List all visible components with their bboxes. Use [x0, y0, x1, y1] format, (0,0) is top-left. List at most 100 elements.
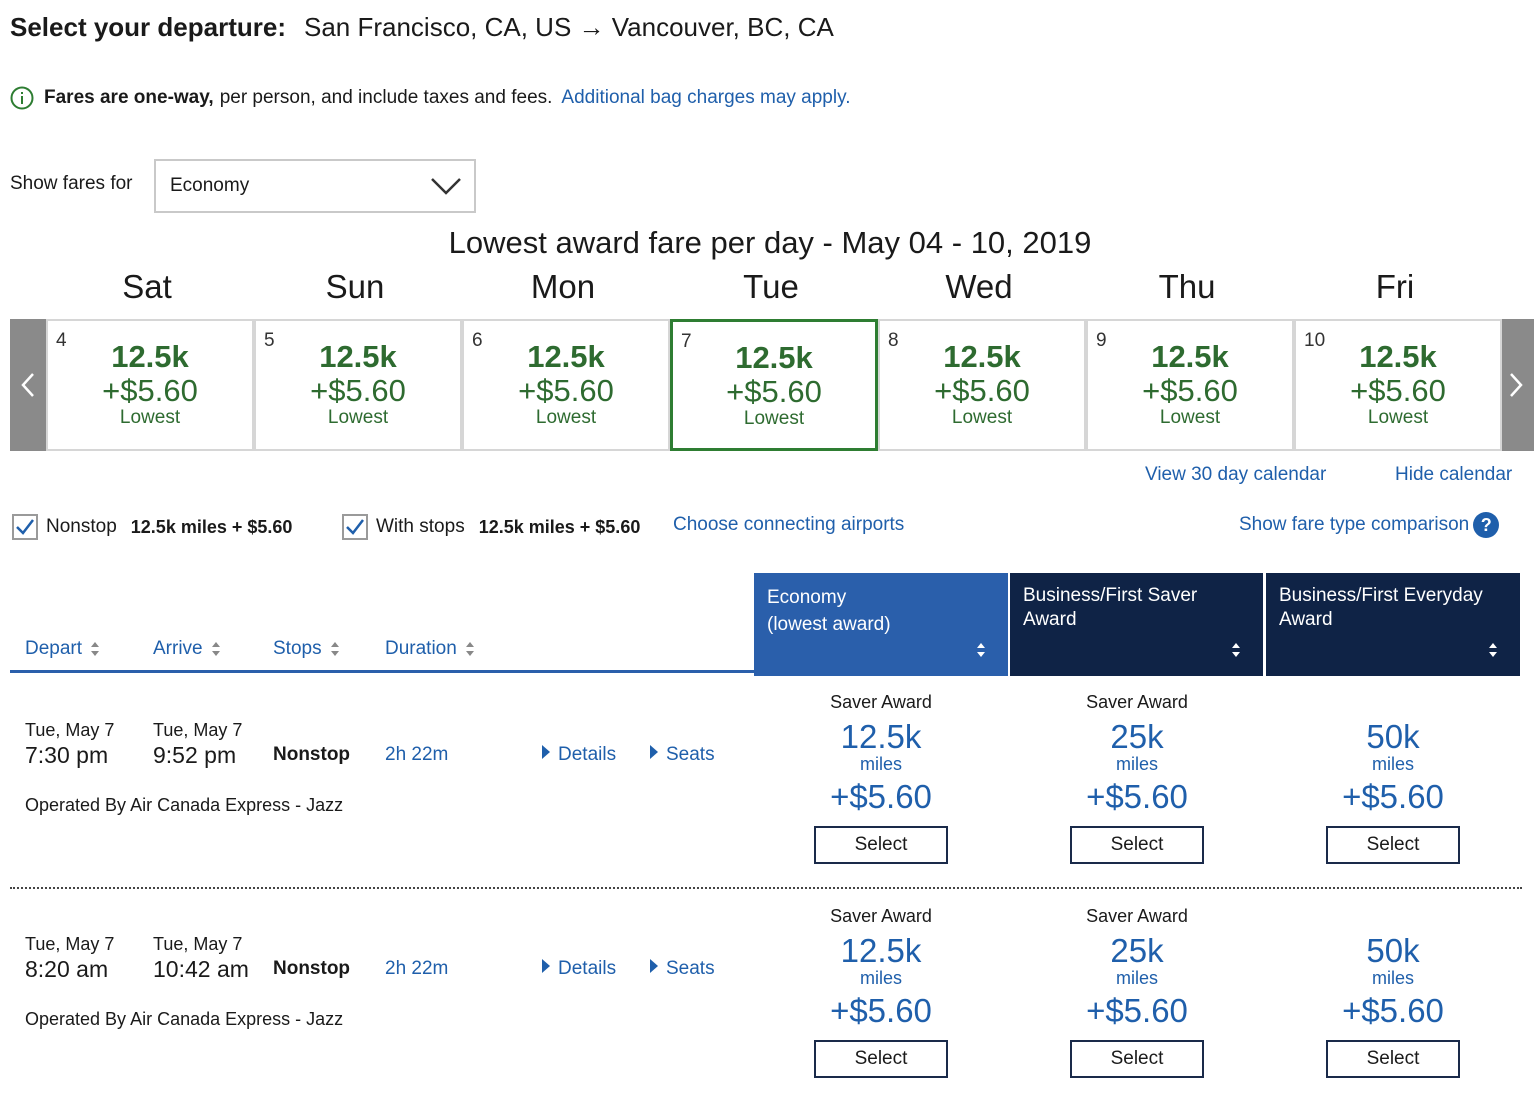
row1-depart-date: Tue, May 7	[25, 720, 115, 740]
economy-header-line2: (lowest award)	[767, 614, 891, 635]
row-divider	[10, 887, 1522, 889]
bag-charges-link[interactable]: Additional bag charges may apply.	[561, 87, 851, 108]
select-button[interactable]: Select	[1326, 826, 1460, 864]
arrive-header: Arrive	[153, 638, 203, 659]
fare-unit: miles	[1371, 754, 1414, 774]
caret-right-icon	[542, 745, 550, 759]
view-30-day-calendar-link[interactable]: View 30 day calendar	[1145, 464, 1327, 485]
select-button[interactable]: Select	[1070, 1040, 1204, 1078]
fare-comparison-toggle[interactable]: Show fare type comparison ?	[1239, 512, 1500, 538]
sort-icon	[330, 642, 339, 656]
sort-stops[interactable]: Stops	[273, 638, 340, 660]
sort-arrive[interactable]: Arrive	[153, 638, 221, 660]
fare-fee: +$5.60	[1342, 778, 1444, 815]
row1-fare-economy: Saver Award 12.5k miles +$5.60 Select	[754, 692, 1008, 864]
calendar-title: Lowest award fare per day - May 04 - 10,…	[448, 225, 1092, 260]
row1-seats-label: Seats	[666, 744, 715, 765]
row1-arrive-time: 9:52 pm	[153, 742, 237, 768]
calendar-day-miles: 12.5k	[527, 339, 605, 374]
calendar-next-button[interactable]	[1498, 319, 1534, 451]
row1-seats-link[interactable]: Seats	[650, 744, 715, 766]
select-button[interactable]: Select	[1326, 1040, 1460, 1078]
calendar-day-9[interactable]: 9 12.5k +$5.60 Lowest	[1086, 319, 1294, 451]
row1-arrive-date: Tue, May 7	[153, 720, 243, 740]
row2-arrive-time: 10:42 am	[153, 956, 249, 982]
row2-stops: Nonstop	[273, 958, 351, 979]
row2-depart-time: 8:20 am	[25, 956, 109, 982]
checkmark-icon	[16, 519, 34, 535]
with-stops-checkbox[interactable]	[342, 514, 368, 540]
calendar-day-tag: Lowest	[1367, 407, 1429, 428]
row1-fare-everyday: 50k miles +$5.60 Select	[1266, 692, 1520, 864]
row2-duration: 2h 22m	[385, 958, 449, 979]
row1-details-link[interactable]: Details	[542, 744, 616, 766]
fare-unit: miles	[1115, 754, 1158, 774]
choose-connecting-airports-link[interactable]: Choose connecting airports	[673, 514, 905, 535]
page-title: Select your departure: San Francisco, CA,…	[10, 12, 834, 43]
calendar-day-miles: 12.5k	[1359, 339, 1437, 374]
calendar-day-miles: 12.5k	[735, 340, 813, 375]
fare-type: Saver Award	[1086, 906, 1188, 926]
calendar-day-fee: +$5.60	[1350, 373, 1446, 408]
everyday-column-header[interactable]: Business/First Everyday Award	[1266, 573, 1520, 676]
nonstop-checkbox[interactable]	[12, 514, 38, 540]
row1-operator: Operated By Air Canada Express - Jazz	[25, 795, 344, 815]
with-stops-label: With stops	[376, 516, 465, 537]
day-header-mon: Mon	[530, 268, 596, 305]
calendar-day-number: 8	[888, 330, 899, 351]
caret-right-icon	[650, 959, 658, 973]
header-rule	[10, 670, 754, 673]
sort-duration[interactable]: Duration	[385, 638, 475, 660]
calendar-day-10[interactable]: 10 12.5k +$5.60 Lowest	[1294, 319, 1502, 451]
row1-depart-time: 7:30 pm	[25, 742, 109, 768]
depart-header: Depart	[25, 638, 83, 659]
with-stops-filter[interactable]: With stops 12.5k miles + $5.60	[342, 514, 640, 540]
hide-calendar-link[interactable]: Hide calendar	[1395, 464, 1513, 485]
row2-fare-saver: Saver Award 25k miles +$5.60 Select	[1010, 906, 1264, 1078]
fare-comparison-link[interactable]: Show fare type comparison	[1239, 514, 1470, 535]
calendar-day-tag: Lowest	[119, 407, 181, 428]
fare-class-select[interactable]: Economy	[154, 159, 476, 213]
select-button[interactable]: Select	[814, 1040, 948, 1078]
day-header-sat: Sat	[122, 268, 172, 305]
fare-type: Saver Award	[1086, 692, 1188, 712]
calendar-day-6[interactable]: 6 12.5k +$5.60 Lowest	[462, 319, 670, 451]
calendar-day-fee: +$5.60	[934, 373, 1030, 408]
row2-details-label: Details	[558, 958, 617, 979]
row2-seats-link[interactable]: Seats	[650, 958, 715, 980]
fare-miles: 12.5k	[840, 718, 922, 755]
row2-details-link[interactable]: Details	[542, 958, 616, 980]
sort-depart[interactable]: Depart	[25, 638, 100, 660]
fare-unit: miles	[1115, 968, 1158, 988]
calendar-day-4[interactable]: 4 12.5k +$5.60 Lowest	[46, 319, 254, 451]
select-button[interactable]: Select	[814, 826, 948, 864]
calendar-day-tag: Lowest	[1159, 407, 1221, 428]
fare-miles: 50k	[1366, 932, 1420, 969]
fare-type	[1266, 692, 1520, 713]
fare-type: Saver Award	[830, 692, 932, 712]
calendar-day-8[interactable]: 8 12.5k +$5.60 Lowest	[878, 319, 1086, 451]
economy-column-header[interactable]: Economy (lowest award)	[754, 573, 1008, 676]
calendar-day-5[interactable]: 5 12.5k +$5.60 Lowest	[254, 319, 462, 451]
sort-icon	[1489, 643, 1497, 657]
calendar-day-number: 5	[264, 330, 275, 351]
fare-type: Saver Award	[830, 906, 932, 926]
calendar-prev-button[interactable]	[10, 319, 46, 451]
with-stops-price: 12.5k miles + $5.60	[478, 516, 641, 537]
row1-stops: Nonstop	[273, 744, 351, 765]
calendar-day-fee: +$5.60	[518, 373, 614, 408]
chevron-down-icon	[431, 178, 461, 195]
row2-operator: Operated By Air Canada Express - Jazz	[25, 1009, 344, 1029]
fare-type	[1266, 906, 1520, 927]
help-icon[interactable]: ?	[1473, 512, 1500, 538]
day-header-wed: Wed	[945, 268, 1013, 305]
nonstop-filter[interactable]: Nonstop 12.5k miles + $5.60	[12, 514, 292, 540]
saver-column-header[interactable]: Business/First Saver Award	[1010, 573, 1263, 676]
fare-fee: +$5.60	[830, 778, 932, 815]
calendar-day-fee: +$5.60	[726, 374, 822, 409]
fare-fee: +$5.60	[1342, 992, 1444, 1029]
calendar-day-7[interactable]: 7 12.5k +$5.60 Lowest	[670, 319, 878, 451]
select-button[interactable]: Select	[1070, 826, 1204, 864]
fare-fee: +$5.60	[1086, 778, 1188, 815]
fare-notice: Fares are one-way, per person, and inclu…	[10, 86, 850, 110]
